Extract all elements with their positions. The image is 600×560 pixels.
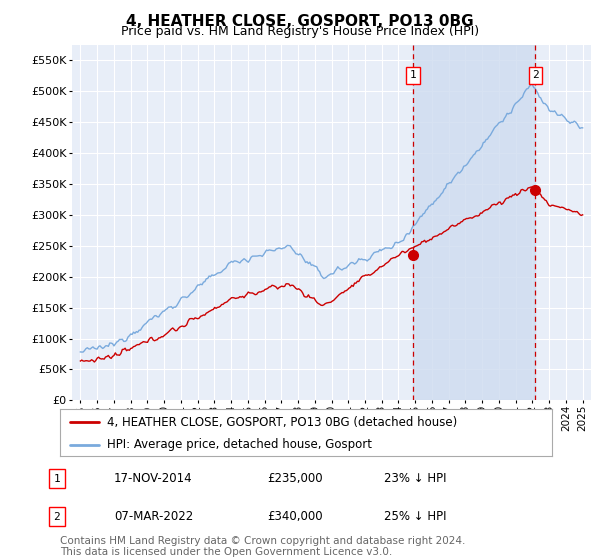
Text: 23% ↓ HPI: 23% ↓ HPI <box>384 472 446 486</box>
Text: £340,000: £340,000 <box>267 510 323 524</box>
Text: Contains HM Land Registry data © Crown copyright and database right 2024.
This d: Contains HM Land Registry data © Crown c… <box>60 535 466 557</box>
Text: HPI: Average price, detached house, Gosport: HPI: Average price, detached house, Gosp… <box>107 438 372 451</box>
Text: 25% ↓ HPI: 25% ↓ HPI <box>384 510 446 524</box>
Text: 1: 1 <box>53 474 61 484</box>
Text: Price paid vs. HM Land Registry's House Price Index (HPI): Price paid vs. HM Land Registry's House … <box>121 25 479 38</box>
Text: £235,000: £235,000 <box>267 472 323 486</box>
Text: 17-NOV-2014: 17-NOV-2014 <box>114 472 193 486</box>
Text: 4, HEATHER CLOSE, GOSPORT, PO13 0BG: 4, HEATHER CLOSE, GOSPORT, PO13 0BG <box>126 14 474 29</box>
Bar <box>413 45 535 400</box>
Text: 07-MAR-2022: 07-MAR-2022 <box>114 510 193 524</box>
Text: 2: 2 <box>532 71 539 81</box>
Text: 2: 2 <box>53 512 61 522</box>
Text: 1: 1 <box>410 71 416 81</box>
Text: 4, HEATHER CLOSE, GOSPORT, PO13 0BG (detached house): 4, HEATHER CLOSE, GOSPORT, PO13 0BG (det… <box>107 416 457 428</box>
